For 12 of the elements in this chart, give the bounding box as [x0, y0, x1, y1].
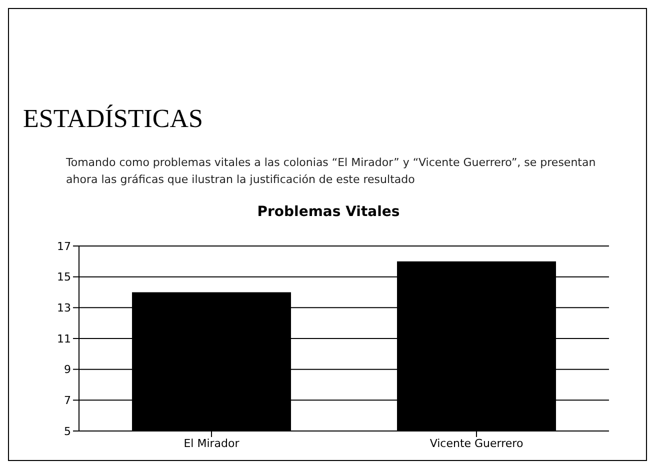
x-tick-label: Vicente Guerrero [430, 436, 524, 450]
y-tick-label: 11 [57, 332, 71, 346]
text: Tomando como problemas vitales a las colonias “El Mirador” y “Vicente Guerrero”, se presentan ahora las gráficas que ilustran la justificación de este resultado [66, 155, 597, 188]
y-tick-label: 9 [64, 363, 71, 376]
chart-title: Problemas Vitales [256, 204, 401, 220]
text: ESTADÍSTICAS [23, 104, 203, 134]
y-tick-label: 13 [57, 302, 71, 315]
y-tick-label: 17 [57, 240, 71, 253]
y-tick-label: 7 [64, 394, 71, 408]
y-tick-label: 5 [64, 424, 71, 438]
x-tick-label: El Mirador [184, 436, 240, 450]
y-tick-label: 15 [57, 270, 71, 284]
